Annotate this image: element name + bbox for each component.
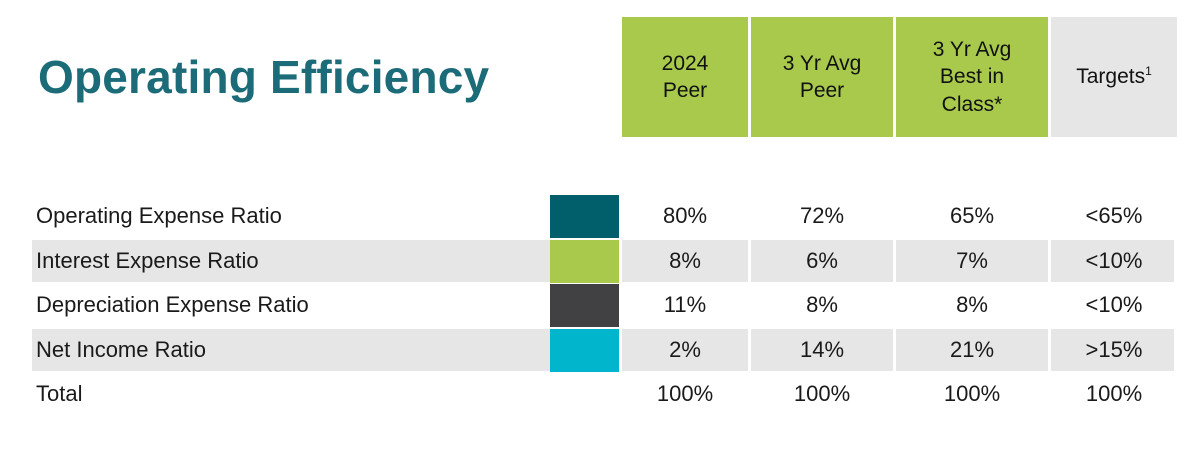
color-swatch-interest-expense xyxy=(550,240,619,283)
row-label-operating-expense-ratio: Operating Expense Ratio xyxy=(36,203,282,228)
cell-value: 8% xyxy=(669,248,701,273)
cell-value: <10% xyxy=(1085,292,1143,317)
row-label-total: Total xyxy=(36,381,83,406)
column-separator xyxy=(619,195,622,375)
cell-value: 8% xyxy=(956,292,988,317)
cell-value: 14% xyxy=(799,337,845,362)
cell-value: 72% xyxy=(799,203,845,228)
cell-value: 21% xyxy=(949,337,995,362)
row-label-depreciation-expense-ratio: Depreciation Expense Ratio xyxy=(36,292,309,317)
page-title: Operating Efficiency xyxy=(38,51,490,103)
column-header-line: Peer xyxy=(799,79,845,102)
cell-value: 8% xyxy=(806,292,838,317)
row-label-interest-expense-ratio: Interest Expense Ratio xyxy=(36,248,259,273)
column-separator xyxy=(1048,195,1051,375)
total-value: 100% xyxy=(1085,381,1143,406)
color-swatch-operating-expense xyxy=(550,195,619,238)
total-value: 100% xyxy=(793,381,851,406)
cell-value: 6% xyxy=(806,248,838,273)
column-header-line: Targets xyxy=(1076,65,1146,89)
cell-value: 7% xyxy=(956,248,988,273)
cell-value: 80% xyxy=(662,203,708,228)
column-header-targets: Targets1 xyxy=(1051,17,1177,137)
cell-value: >15% xyxy=(1085,337,1143,362)
column-header-line: 3 Yr Avg xyxy=(782,51,862,75)
column-header-line: 2024 xyxy=(661,51,709,75)
column-header-3yr-avg-best-in-class: 3 Yr Avg Best in Class* xyxy=(896,17,1048,137)
cell-value: 11% xyxy=(663,292,707,317)
total-value: 100% xyxy=(656,381,714,406)
cell-value: 65% xyxy=(949,203,995,228)
column-separator xyxy=(748,195,751,375)
column-header-3yr-avg-peer: 3 Yr Avg Peer xyxy=(751,17,893,137)
column-header-line: Class* xyxy=(941,92,1003,116)
column-header-line: Best in xyxy=(939,65,1005,89)
footnote-marker: 1 xyxy=(1145,64,1152,79)
column-header-line: Peer xyxy=(662,79,708,102)
cell-value: <65% xyxy=(1085,203,1143,228)
cell-value: <10% xyxy=(1085,248,1143,273)
cell-value: 2% xyxy=(669,337,701,362)
color-swatch-depreciation-expense xyxy=(550,284,619,327)
total-value: 100% xyxy=(943,381,1001,406)
color-swatch-net-income xyxy=(550,329,619,372)
column-header-2024-peer: 2024 Peer xyxy=(622,17,748,137)
column-header-line: 3 Yr Avg xyxy=(932,38,1012,62)
row-label-net-income-ratio: Net Income Ratio xyxy=(36,337,206,362)
column-separator xyxy=(893,195,896,375)
